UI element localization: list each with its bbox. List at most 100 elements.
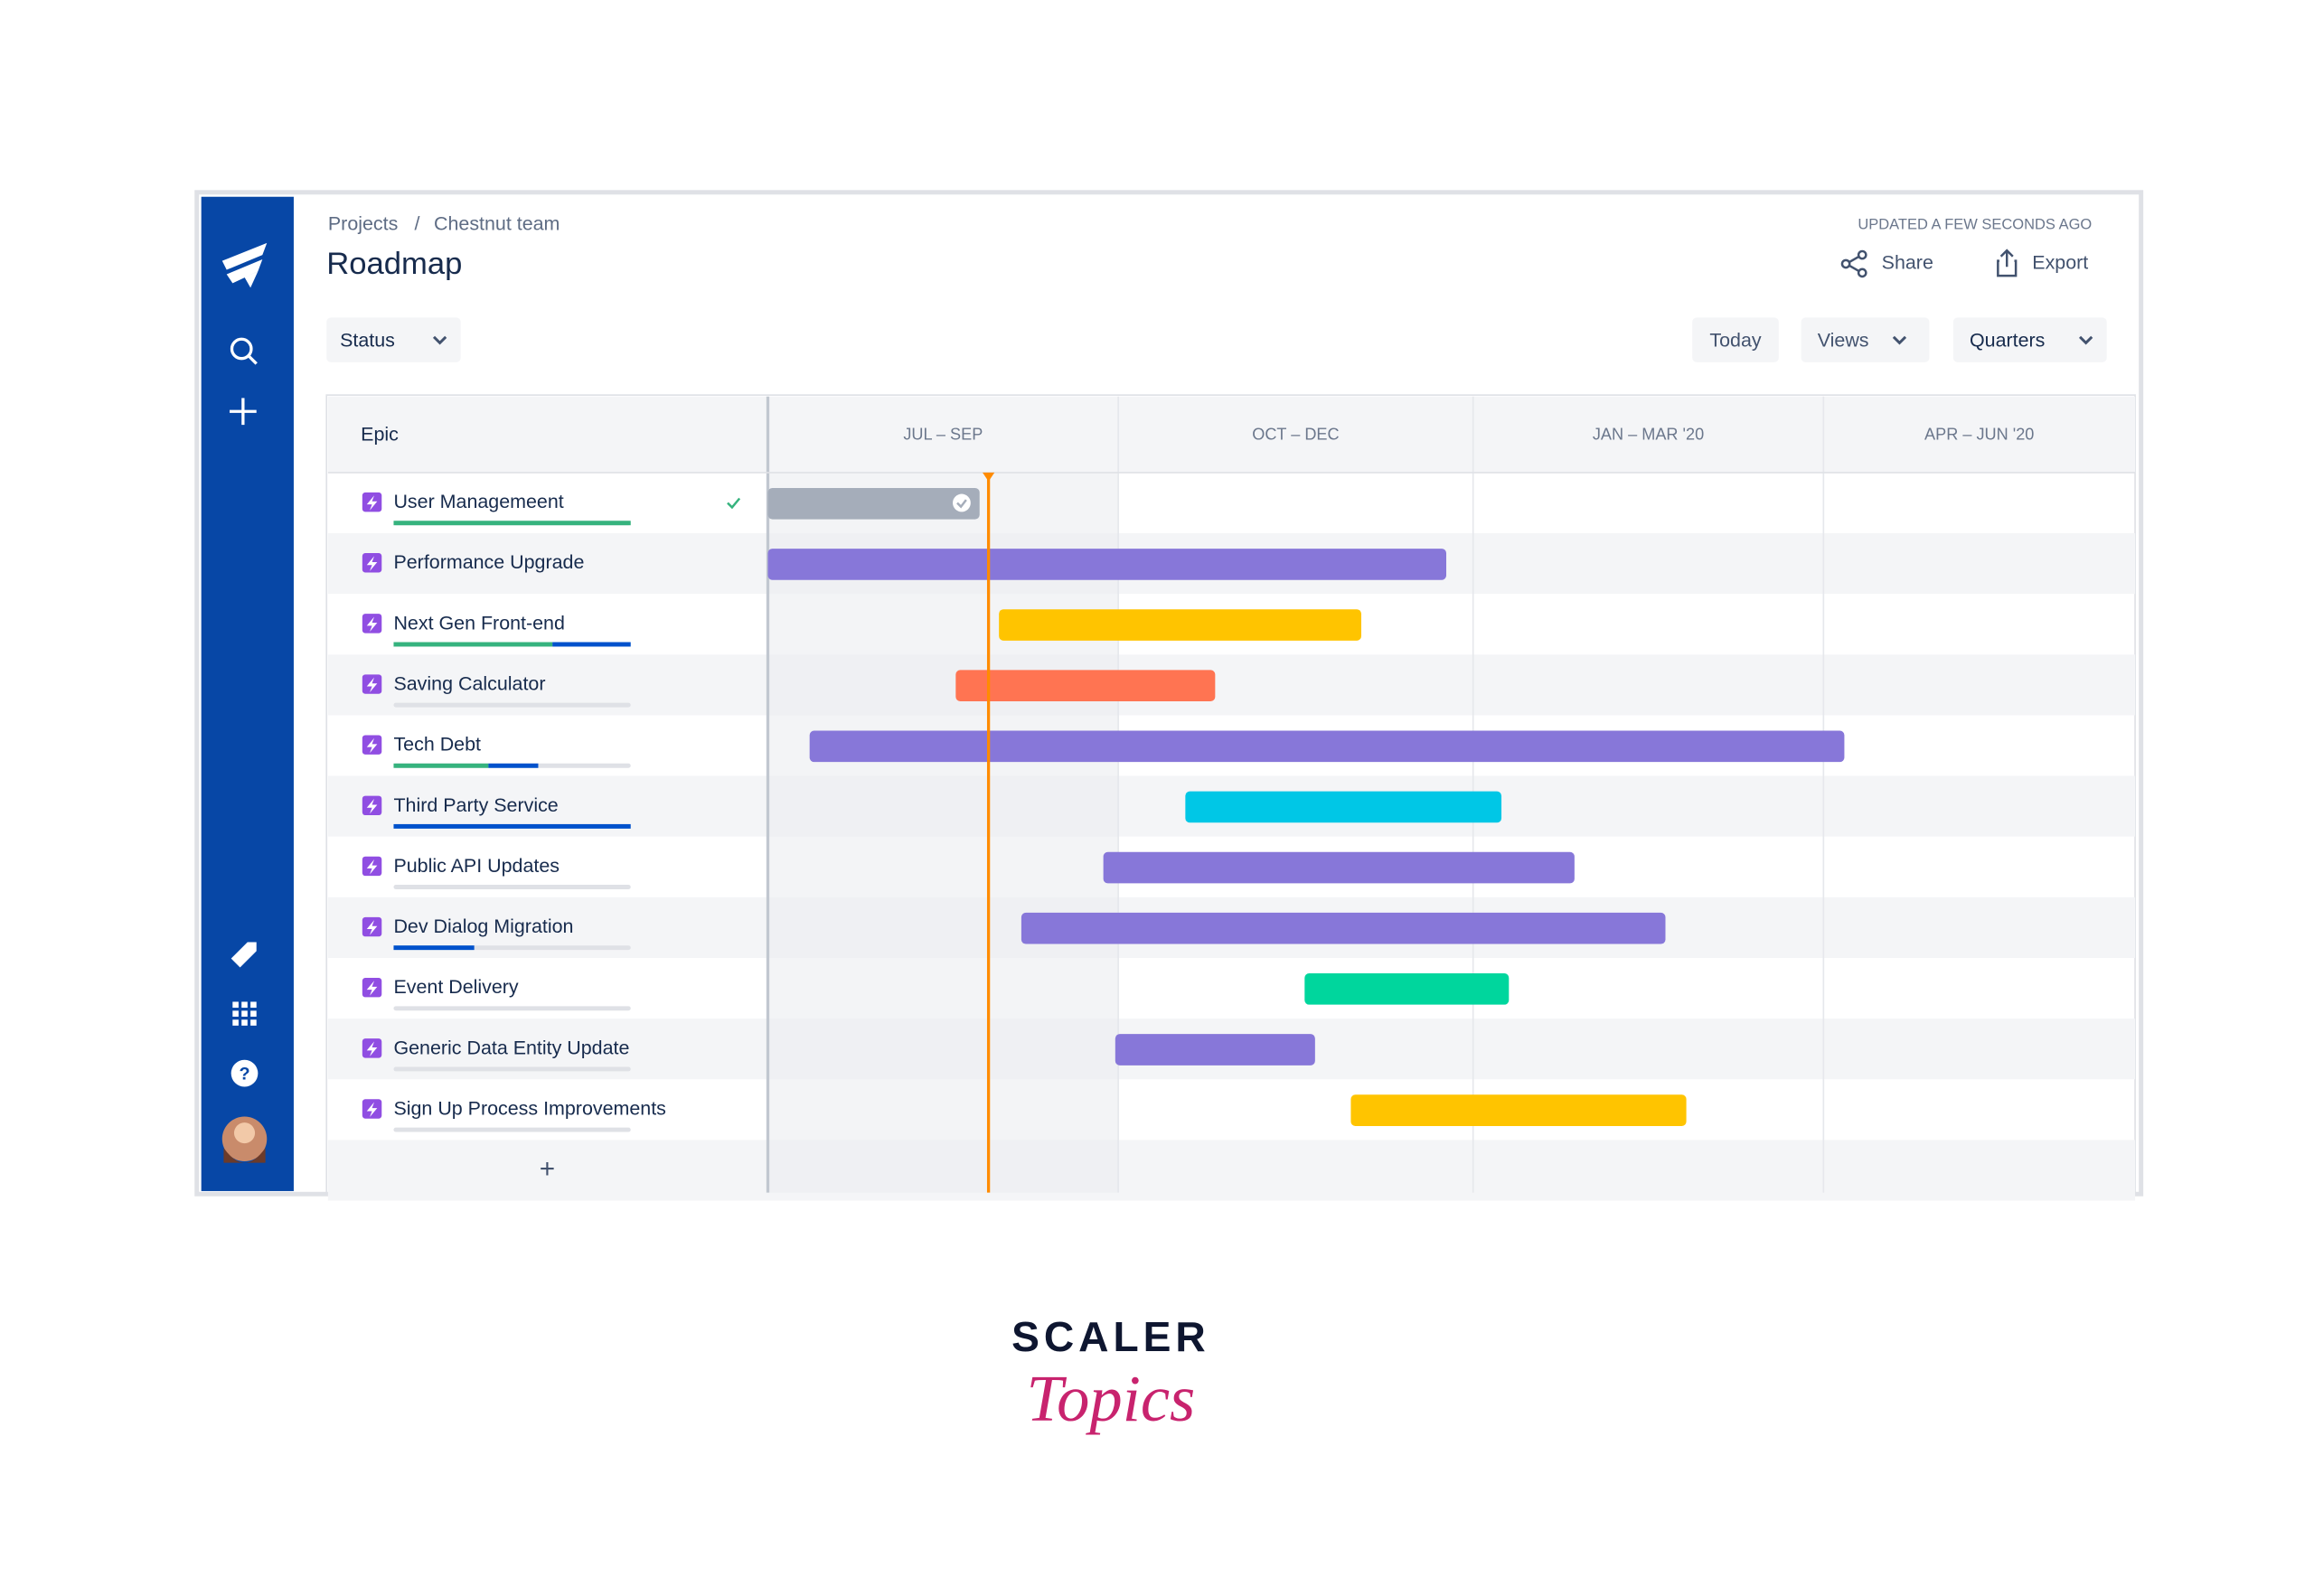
epic-row[interactable]: Sign Up Process Improvements bbox=[362, 1094, 1687, 1132]
epic-icon-bolt bbox=[366, 677, 378, 693]
logo-icon[interactable] bbox=[221, 242, 268, 288]
timeline-bar[interactable] bbox=[1115, 1034, 1315, 1066]
add-epic-button[interactable]: + bbox=[540, 1154, 555, 1184]
progress-track bbox=[393, 885, 631, 890]
epic-row[interactable]: Public API Updates bbox=[362, 851, 1575, 890]
help-icon[interactable]: ? bbox=[230, 1059, 259, 1087]
timeline-bar[interactable] bbox=[767, 487, 980, 520]
progress-segment bbox=[552, 642, 631, 647]
today-marker-head bbox=[983, 472, 995, 482]
export-label: Export bbox=[2032, 252, 2088, 274]
logo-line2: Topics bbox=[1026, 1362, 1195, 1435]
timeline-bar[interactable] bbox=[1350, 1094, 1687, 1126]
epic-icon-bolt bbox=[366, 737, 378, 754]
search-icon[interactable] bbox=[230, 337, 258, 365]
progress-segment bbox=[393, 823, 631, 829]
current-quarter-shade bbox=[767, 472, 1119, 1193]
row-stripe bbox=[327, 1140, 2136, 1201]
quarters-button[interactable]: Quarters bbox=[1952, 317, 2107, 362]
logo-line1: SCALER bbox=[1011, 1313, 1210, 1360]
epic-icon-bolt bbox=[366, 981, 378, 996]
timeline-bar[interactable] bbox=[767, 549, 1447, 580]
breadcrumb-separator: / bbox=[415, 213, 420, 235]
updated-status: UPDATED A FEW SECONDS AGO bbox=[1858, 216, 2092, 232]
bar-done-icon bbox=[953, 493, 971, 512]
progress-segment bbox=[393, 642, 553, 647]
epic-name: Saving Calculator bbox=[393, 673, 545, 695]
header-row bbox=[327, 396, 2136, 473]
share-button[interactable]: Share bbox=[1840, 249, 1933, 278]
epic-row[interactable]: Third Party Service bbox=[362, 791, 1502, 829]
timeline-bar[interactable] bbox=[809, 730, 1845, 763]
progress-track bbox=[393, 702, 631, 708]
today-button[interactable]: Today bbox=[1692, 317, 1779, 362]
page-title: Roadmap bbox=[326, 247, 462, 281]
breadcrumb-item[interactable]: Chestnut team bbox=[434, 213, 560, 235]
sidebar bbox=[201, 196, 294, 1191]
views-label: Views bbox=[1818, 329, 1869, 351]
epic-icon-bolt bbox=[366, 556, 378, 571]
progress-segment bbox=[393, 521, 631, 526]
epic-icon-bolt bbox=[366, 920, 378, 935]
avatar[interactable] bbox=[221, 1116, 268, 1163]
done-check bbox=[727, 497, 741, 510]
epic-icon-bolt bbox=[366, 1102, 378, 1118]
timeline-bar[interactable] bbox=[999, 609, 1361, 641]
timeline-bar[interactable] bbox=[955, 670, 1216, 702]
epic-row[interactable]: Event Delivery bbox=[362, 973, 1510, 1011]
epic-icon-bolt bbox=[366, 859, 378, 875]
epic-row[interactable]: Dev Dialog Migration bbox=[362, 912, 1666, 951]
status-filter[interactable]: Status bbox=[326, 317, 461, 362]
timeline-bar[interactable] bbox=[1103, 851, 1575, 884]
today-label: Today bbox=[1709, 329, 1761, 351]
share-label: Share bbox=[1882, 252, 1933, 274]
status-label: Status bbox=[340, 329, 395, 351]
quarter-label: JAN – MAR '20 bbox=[1593, 425, 1704, 443]
epic-name: Third Party Service bbox=[393, 794, 558, 816]
timeline-bar[interactable] bbox=[1021, 912, 1666, 944]
epic-row[interactable]: Generic Data Entity Update bbox=[362, 1034, 1315, 1072]
views-button[interactable]: Views bbox=[1801, 317, 1930, 362]
epic-row[interactable]: Tech Debt bbox=[362, 730, 1845, 768]
epic-icon-bolt bbox=[366, 495, 378, 511]
svg-text:?: ? bbox=[239, 1065, 249, 1084]
epic-name: Dev Dialog Migration bbox=[393, 915, 573, 937]
progress-segment bbox=[393, 945, 475, 951]
epic-name: User Managemeent bbox=[393, 491, 563, 512]
progress-track bbox=[393, 1127, 631, 1132]
epic-name: Tech Debt bbox=[393, 734, 481, 756]
quarter-label: OCT – DEC bbox=[1252, 425, 1339, 443]
epic-name: Sign Up Process Improvements bbox=[393, 1097, 665, 1119]
progress-track bbox=[393, 1006, 631, 1011]
epic-name: Next Gen Front-end bbox=[393, 612, 564, 634]
apps-icon[interactable] bbox=[232, 1001, 257, 1026]
create-icon[interactable] bbox=[230, 398, 257, 426]
epic-icon-bolt bbox=[366, 616, 378, 632]
timeline-bar[interactable] bbox=[1304, 973, 1510, 1005]
breadcrumb-item[interactable]: Projects bbox=[328, 213, 398, 235]
roadmap-grid: Epic JUL – SEP OCT – DEC JAN – MAR '20 APR … bbox=[325, 394, 2136, 1201]
quarters-label: Quarters bbox=[1970, 329, 2045, 351]
epic-name: Generic Data Entity Update bbox=[393, 1037, 629, 1058]
epic-icon-bolt bbox=[366, 798, 378, 814]
progress-segment bbox=[488, 763, 539, 768]
quarter-label: APR – JUN '20 bbox=[1924, 425, 2034, 443]
epic-name: Public API Updates bbox=[393, 855, 560, 877]
epic-icon-bolt bbox=[366, 1041, 378, 1056]
export-button[interactable]: Export bbox=[1997, 249, 2088, 277]
epic-row[interactable]: Next Gen Front-end bbox=[362, 609, 1361, 647]
epic-column-header: Epic bbox=[361, 423, 399, 445]
epic-name: Event Delivery bbox=[393, 976, 518, 998]
bar-done-check bbox=[956, 499, 967, 509]
timeline-bar[interactable] bbox=[1185, 791, 1502, 823]
epic-row[interactable]: Saving Calculator bbox=[362, 670, 1216, 708]
epic-name: Performance Upgrade bbox=[393, 551, 584, 573]
feedback-icon[interactable] bbox=[230, 942, 257, 968]
quarter-label: JUL – SEP bbox=[903, 425, 983, 443]
epic-row[interactable]: Performance Upgrade bbox=[362, 549, 1447, 580]
progress-segment bbox=[393, 763, 489, 768]
epic-row[interactable]: User Managemeent bbox=[362, 487, 980, 526]
